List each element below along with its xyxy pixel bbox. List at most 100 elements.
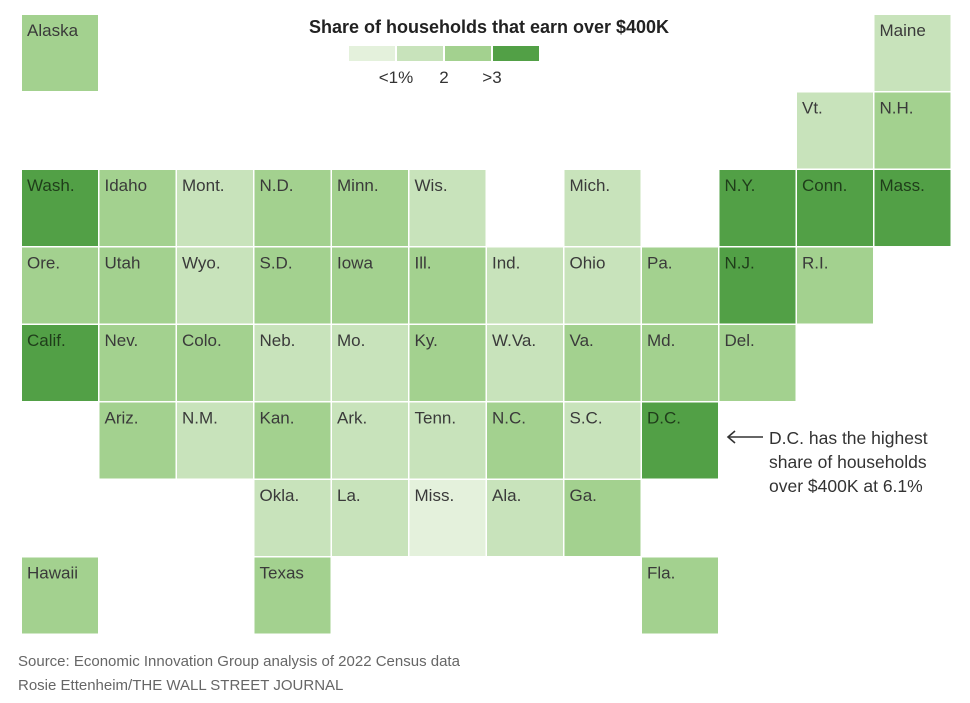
state-label: Ohio <box>570 254 606 273</box>
state-tile-fill <box>332 402 408 479</box>
state-tile-fill <box>332 480 408 556</box>
state-tile-fill <box>642 557 718 634</box>
state-label: Ill. <box>415 254 432 273</box>
state-tile: S.D. <box>254 247 331 324</box>
state-tile: Nev. <box>99 325 176 401</box>
state-label: D.C. <box>647 409 681 428</box>
state-label: Va. <box>570 331 594 350</box>
state-tile: Mich. <box>564 170 641 246</box>
state-label: S.C. <box>570 409 603 428</box>
chart-title: Share of households that earn over $400K <box>308 17 670 37</box>
state-label: Mass. <box>880 176 925 195</box>
state-tile: Ala. <box>487 480 563 556</box>
state-tile: Kan. <box>254 402 331 479</box>
state-tile-fill <box>719 325 796 401</box>
state-tile-fill <box>177 247 253 324</box>
state-tile-fill <box>564 325 641 401</box>
state-label: Ore. <box>27 254 60 273</box>
state-tile-fill <box>332 325 408 401</box>
state-tile: Wis. <box>409 170 486 246</box>
state-tile: Calif. <box>22 325 98 401</box>
state-tile: Ark. <box>332 402 408 479</box>
state-label: Kan. <box>260 409 295 428</box>
state-tile-fill <box>642 325 718 401</box>
state-tile: N.H. <box>874 92 951 169</box>
state-label: Mich. <box>570 176 611 195</box>
state-tile-fill <box>409 170 486 246</box>
state-tile-fill <box>254 325 331 401</box>
state-label: Ark. <box>337 409 367 428</box>
state-tile-fill <box>254 247 331 324</box>
state-tile-fill <box>22 15 98 91</box>
state-label: Neb. <box>260 331 296 350</box>
state-tile: R.I. <box>797 247 873 324</box>
legend-tick-label: 2 <box>439 68 449 87</box>
state-tile-fill <box>177 170 253 246</box>
credit-line: Rosie Ettenheim/THE WALL STREET JOURNAL <box>18 677 344 694</box>
state-tile: Wash. <box>22 170 98 246</box>
state-tile-fill <box>487 325 563 401</box>
state-tile-fill <box>22 247 98 324</box>
state-tile: Colo. <box>177 325 253 401</box>
state-label: Ala. <box>492 486 521 505</box>
state-tile: Ill. <box>409 247 486 324</box>
state-label: Calif. <box>27 331 66 350</box>
state-tile-fill <box>874 170 951 246</box>
state-tile-fill <box>642 402 718 479</box>
state-label: N.D. <box>260 176 294 195</box>
state-tile-fill <box>642 247 718 324</box>
legend-swatch <box>349 46 395 61</box>
state-tile: Va. <box>564 325 641 401</box>
source-note: Source: Economic Innovation Group analys… <box>18 653 460 670</box>
state-tile-fill <box>254 557 331 634</box>
state-tile-fill <box>564 170 641 246</box>
state-tile-fill <box>99 247 176 324</box>
state-label: Conn. <box>802 176 847 195</box>
legend-swatch <box>445 46 491 61</box>
state-label: Ga. <box>570 486 597 505</box>
state-label: Wis. <box>415 176 448 195</box>
state-label: N.J. <box>725 254 755 273</box>
legend-tick-label: <1% <box>378 68 414 87</box>
annotation-line: share of households <box>769 452 927 472</box>
state-tile: N.Y. <box>719 170 796 246</box>
state-tile-fill <box>332 247 408 324</box>
state-label: Alaska <box>27 21 79 40</box>
state-tile: Wyo. <box>177 247 253 324</box>
state-tile: N.M. <box>177 402 253 479</box>
dc-annotation: D.C. has the highest share of households… <box>769 426 964 498</box>
state-tile: W.Va. <box>487 325 563 401</box>
state-tile: Okla. <box>254 480 331 556</box>
state-label: N.M. <box>182 409 218 428</box>
state-tile-fill <box>719 247 796 324</box>
state-tile-fill <box>22 557 98 634</box>
state-tile-fill <box>99 402 176 479</box>
state-tile-fill <box>254 170 331 246</box>
state-label: Tenn. <box>415 409 457 428</box>
state-label: Colo. <box>182 331 222 350</box>
state-tile: Mass. <box>874 170 951 246</box>
state-label: Md. <box>647 331 675 350</box>
state-tile: Pa. <box>642 247 718 324</box>
state-tile-fill <box>409 325 486 401</box>
state-tile: Mo. <box>332 325 408 401</box>
legend-swatch <box>493 46 539 61</box>
state-tile-fill <box>487 402 563 479</box>
state-tile: Hawaii <box>22 557 98 634</box>
state-tile-fill <box>719 170 796 246</box>
state-label: Utah <box>105 254 141 273</box>
annotation-line: over $400K at 6.1% <box>769 476 923 496</box>
state-tile: Idaho <box>99 170 176 246</box>
state-tile: Conn. <box>797 170 873 246</box>
state-label: Pa. <box>647 254 673 273</box>
state-tile: Utah <box>99 247 176 324</box>
state-tile: Mont. <box>177 170 253 246</box>
arrow-left-icon <box>726 430 763 444</box>
state-label: Minn. <box>337 176 379 195</box>
state-tile: S.C. <box>564 402 641 479</box>
state-label: Miss. <box>415 486 455 505</box>
state-tile: Ariz. <box>99 402 176 479</box>
state-tile: Maine <box>874 15 951 91</box>
state-tile: La. <box>332 480 408 556</box>
state-label: W.Va. <box>492 331 536 350</box>
